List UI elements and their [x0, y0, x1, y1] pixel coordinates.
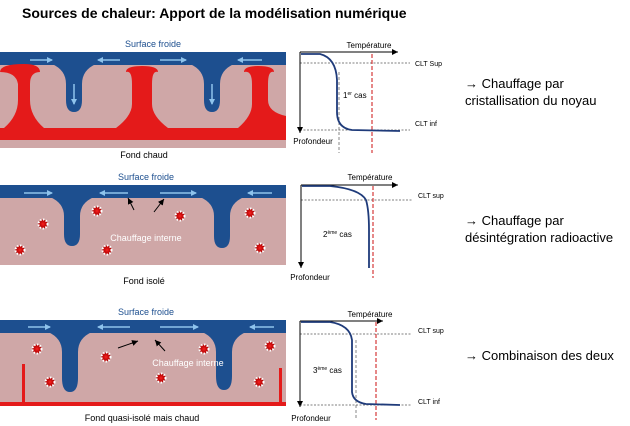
heat-source-icon — [155, 372, 167, 384]
result-line: → Chauffage par — [465, 213, 564, 228]
case-label: 1er cas — [343, 91, 367, 100]
cold-layer-2 — [0, 185, 286, 198]
heat-source-icon — [14, 244, 26, 256]
profile-curve — [301, 53, 401, 132]
case-label: 2ème cas — [323, 230, 352, 239]
result-text-1: → Chauffage par cristallisation du noyau — [465, 75, 597, 109]
result-line: cristallisation du noyau — [465, 93, 597, 108]
clt-top-label: CLT Sup — [415, 61, 442, 68]
result-line: désintégration radioactive — [465, 230, 614, 245]
heat-source-icon — [100, 351, 112, 363]
axis-temp-label: Température — [347, 41, 392, 50]
profile-curve — [302, 185, 370, 268]
heat-source-icon — [198, 343, 210, 355]
hot-plume — [279, 368, 282, 404]
upwelling-arrow — [117, 340, 139, 349]
cold-plume — [200, 197, 244, 248]
cold-layer-1 — [0, 52, 286, 65]
heat-sources-2 — [14, 205, 266, 256]
heat-source-icon — [174, 210, 186, 222]
heat-source-icon — [44, 376, 56, 388]
hot-layer-3 — [0, 402, 286, 406]
heat-source-icon — [31, 343, 43, 355]
cold-plume — [50, 197, 94, 246]
cold-plume — [202, 332, 246, 390]
heat-source-icon — [244, 207, 256, 219]
axis-temp-label: Température — [348, 310, 393, 319]
result-line: → Chauffage par — [465, 76, 564, 91]
upwelling-arrow — [127, 197, 135, 211]
heat-source-icon — [91, 205, 103, 217]
clt-top-label: CLT sup — [418, 193, 444, 200]
bottom-label-2: Fond isolé — [123, 276, 165, 286]
hot-layer-1 — [0, 128, 286, 140]
heat-source-icon — [101, 244, 113, 256]
clt-bottom-label: CLT inf — [415, 121, 437, 128]
heat-source-icon — [254, 242, 266, 254]
heat-sources-3 — [31, 340, 276, 388]
bottom-label-3: Fond quasi-isolé mais chaud — [85, 413, 200, 423]
bottom-label-1: Fond chaud — [120, 150, 168, 160]
clt-bottom-label: CLT inf — [418, 399, 440, 406]
case-label: 3ème cas — [313, 366, 342, 375]
heat-source-icon — [37, 218, 49, 230]
inner-label-2: Chauffage interne — [110, 233, 181, 243]
surface-label-3: Surface froide — [118, 307, 174, 317]
hot-plume — [116, 66, 168, 128]
inner-label-3: Chauffage interne — [152, 358, 223, 368]
upwelling-arrow — [154, 339, 166, 352]
page-title: Sources de chaleur: Apport de la modélis… — [22, 5, 407, 21]
clt-top-label: CLT sup — [418, 328, 444, 335]
result-text-2: → Chauffage par désintégration radioacti… — [465, 212, 613, 246]
surface-label-2: Surface froide — [118, 172, 174, 182]
hot-plume — [238, 66, 286, 128]
heat-source-icon — [264, 340, 276, 352]
result-text-3: → Combinaison des deux — [465, 347, 614, 364]
axis-temp-label: Température — [348, 173, 393, 182]
heat-source-icon — [253, 376, 265, 388]
hot-plume — [0, 64, 44, 128]
cold-plume — [48, 332, 92, 392]
axis-depth-label: Profondeur — [293, 137, 333, 146]
axis-depth-label: Profondeur — [291, 414, 331, 423]
convection-panel-3: Surface froide Chauffage interne Fond qu… — [0, 307, 286, 423]
temperature-profile-3: Température Profondeur CLT sup CLT inf 3… — [291, 310, 444, 423]
profile-curve — [301, 321, 401, 406]
hot-plume — [22, 364, 25, 404]
axis-depth-label: Profondeur — [290, 273, 330, 282]
temperature-profile-1: Température Profondeur CLT Sup CLT inf 1… — [293, 41, 442, 153]
surface-label-1: Surface froide — [125, 39, 181, 49]
temperature-profile-2: Température Profondeur CLT sup 2ème cas — [290, 173, 444, 282]
upwelling-arrow — [153, 198, 165, 213]
convection-panel-2: Surface froide Chauffage interne Fond is… — [0, 172, 286, 286]
convection-panel-1: Surface froide Fond chaud — [0, 39, 286, 160]
result-line: → Combinaison des deux — [465, 348, 614, 363]
cold-layer-3 — [0, 320, 286, 333]
